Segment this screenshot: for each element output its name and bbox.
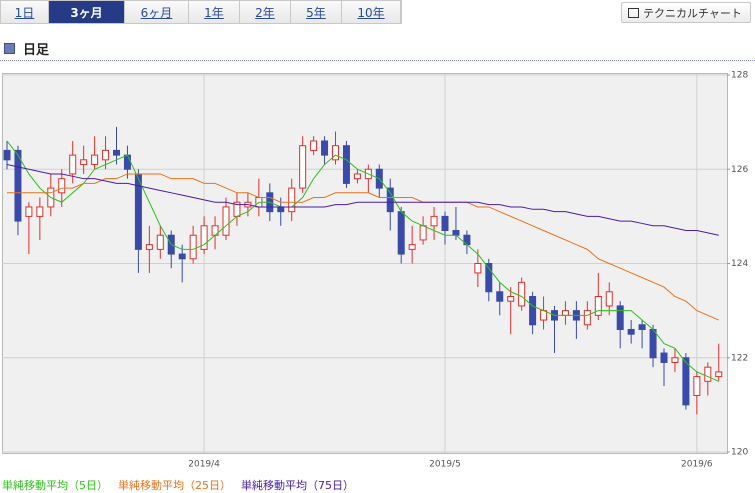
candle-body (321, 140, 329, 156)
period-tab[interactable]: 5年 (291, 1, 342, 23)
candle-body (25, 206, 33, 217)
period-tab[interactable]: 1日 (1, 1, 49, 23)
candle-body (3, 149, 11, 161)
candle-body (145, 244, 153, 250)
candle-body (627, 328, 635, 335)
candle-body (671, 357, 679, 363)
candle-body (518, 281, 526, 307)
candle-body (288, 187, 296, 213)
heading-icon (4, 43, 15, 54)
moving-average-line (6, 164, 719, 236)
candle-body (496, 291, 504, 302)
candle-body (299, 145, 307, 189)
candle-body (660, 352, 668, 363)
candle-body (102, 149, 110, 161)
separator (0, 60, 755, 61)
candle-body (441, 215, 449, 232)
candle-body (638, 324, 646, 330)
candle-body (419, 225, 427, 241)
candle-body (594, 295, 602, 316)
y-tick-label: 128 (731, 71, 748, 81)
y-tick-label: 126 (731, 165, 748, 175)
candle-body (91, 154, 99, 166)
candle-body (342, 145, 350, 184)
button-icon (628, 7, 639, 18)
candle-body (80, 159, 88, 166)
legend-entry: 単純移動平均（5日） (2, 479, 108, 492)
button-label: テクニカルチャート (643, 6, 742, 20)
technical-chart-button[interactable]: テクニカルチャート (621, 2, 751, 23)
candle-body (36, 206, 44, 217)
candle-body (561, 310, 569, 316)
candle-body (529, 295, 537, 326)
y-tick-label: 124 (731, 259, 748, 269)
candle-body (485, 263, 493, 293)
candle-body (616, 305, 624, 330)
period-tabs: 1日 3ヶ月 6ヶ月 1年 2年 5年 10年 (0, 0, 402, 24)
candle-body (507, 295, 515, 302)
candle-body (408, 244, 416, 250)
candle-body (200, 225, 208, 250)
y-tick-label: 120 (731, 448, 748, 458)
legend-entry: 単純移動平均（75日） (241, 479, 354, 492)
candle-body (113, 149, 120, 156)
heading: 日足 (4, 39, 49, 58)
candle-body (474, 263, 482, 274)
candle-body (452, 230, 460, 236)
moving-average-line (6, 140, 719, 382)
candle-body (715, 371, 723, 378)
heading-text: 日足 (23, 43, 50, 58)
candle-body (605, 291, 613, 307)
candle-body (693, 376, 701, 396)
y-tick-label: 122 (731, 353, 748, 363)
candle-body (386, 187, 394, 213)
candle-body (353, 173, 361, 180)
candle-body (277, 206, 285, 213)
candle-body (156, 234, 164, 250)
candle-body (14, 149, 22, 222)
period-tab[interactable]: 6ヶ月 (125, 1, 189, 23)
candle-body (69, 154, 77, 175)
candle-body (189, 234, 197, 260)
candle-body (310, 140, 318, 151)
period-tab[interactable]: 10年 (342, 1, 401, 23)
candle-body (58, 178, 66, 194)
x-tick-label: 2019/6 (681, 460, 713, 470)
moving-average-line (7, 173, 719, 321)
x-tick-label: 2019/5 (429, 460, 461, 470)
candle-body (332, 145, 339, 161)
period-tab[interactable]: 3ヶ月 (49, 1, 125, 23)
candle-body (222, 206, 230, 236)
candle-body (682, 357, 690, 406)
candle-body (430, 215, 438, 227)
legend-entry: 単純移動平均（25日） (118, 479, 231, 492)
candle-body (178, 253, 186, 260)
candle-body (397, 211, 405, 255)
candle-body (704, 366, 712, 382)
candle-body (649, 328, 657, 359)
x-tick-label: 2019/4 (188, 460, 220, 470)
legend: 単純移動平均（5日） 単純移動平均（25日） 単純移動平均（75日） (2, 477, 354, 493)
candle-body (123, 154, 131, 170)
period-tab[interactable]: 1年 (189, 1, 240, 23)
period-tab[interactable]: 2年 (240, 1, 291, 23)
candle-body (583, 310, 591, 326)
